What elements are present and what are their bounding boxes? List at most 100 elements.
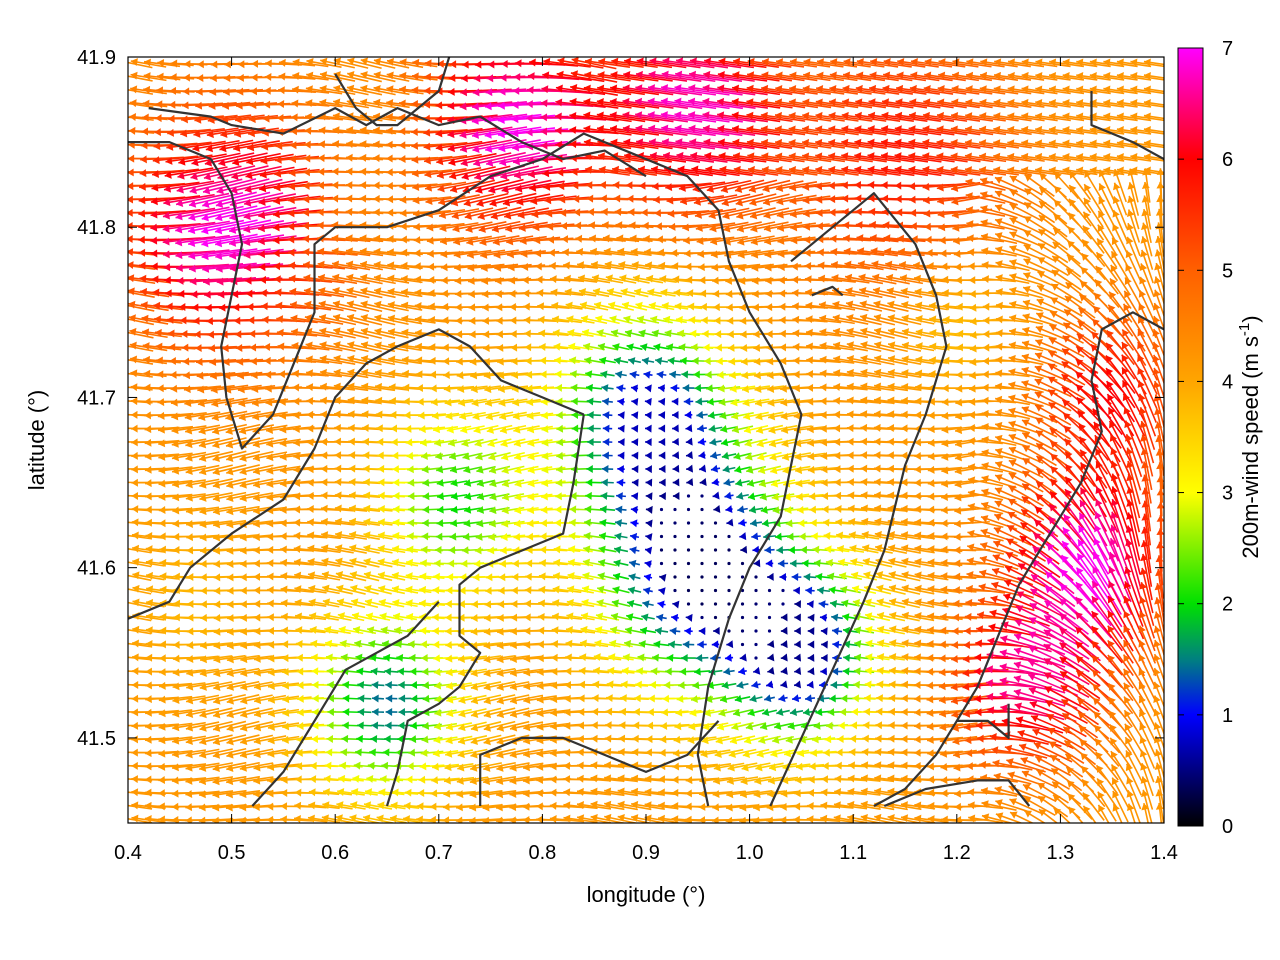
wind-vector-676 xyxy=(922,165,968,176)
wind-vector-94 xyxy=(347,71,382,83)
wind-vector-43 xyxy=(689,57,742,69)
wind-vector-307 xyxy=(1143,99,1164,107)
wind-vector-362 xyxy=(841,111,887,122)
wind-vector-665 xyxy=(775,166,818,176)
wind-vector-599 xyxy=(922,152,968,163)
wind-vector-286 xyxy=(855,98,900,109)
wind-vector-392 xyxy=(206,127,253,139)
wind-vector-701 xyxy=(216,178,270,195)
wind-vector-411 xyxy=(459,126,513,139)
wind-vector-135 xyxy=(896,71,940,82)
wind-vector-368 xyxy=(922,111,968,122)
wind-vector-410 xyxy=(447,127,498,139)
wind-vector-506 xyxy=(703,138,755,150)
wind-vector-211 xyxy=(882,84,927,95)
wind-vector-583 xyxy=(704,151,754,163)
wind-vector-875 xyxy=(490,206,536,220)
wind-vector-1083 xyxy=(175,249,230,260)
wind-vector-443 xyxy=(894,125,942,136)
wind-vector-471 xyxy=(233,140,280,152)
wind-vector-675 xyxy=(908,165,955,177)
wind-vector-344 xyxy=(596,111,646,123)
wind-vector-895 xyxy=(763,207,803,220)
wind-vector-54 xyxy=(843,58,885,68)
wind-vector-2736 xyxy=(686,534,691,539)
wind-vector-585 xyxy=(732,152,780,163)
wind-vector-660 xyxy=(705,165,753,177)
wind-vector-989 xyxy=(994,218,1031,234)
wind-vector-268 xyxy=(609,97,660,109)
wind-vector-364 xyxy=(868,111,914,123)
wind-vector-15 xyxy=(320,57,355,69)
wind-vector-1008 xyxy=(201,233,258,248)
wind-vector-445 xyxy=(922,125,968,136)
wind-vector-3199 xyxy=(700,615,704,620)
wind-vector-2658 xyxy=(673,521,677,525)
wind-vector-840 xyxy=(1068,184,1092,214)
wind-vector-196 xyxy=(674,84,730,96)
wind-vector-655 xyxy=(637,165,686,177)
wind-vector-766 xyxy=(1113,168,1127,203)
wind-vector-59 xyxy=(910,58,953,68)
wind-vector-907 xyxy=(923,209,967,218)
wind-vector-131 xyxy=(842,71,886,82)
wind-vector-511 xyxy=(774,138,819,149)
wind-vector-3357 xyxy=(754,642,758,647)
wind-vector-721 xyxy=(488,178,538,194)
wind-vector-618 xyxy=(139,169,185,178)
wind-vector-447 xyxy=(950,125,994,136)
wind-vector-2739 xyxy=(727,534,731,539)
wind-vector-668 xyxy=(815,165,859,176)
wind-vector-918 xyxy=(1083,197,1104,228)
wind-vector-812 xyxy=(679,195,725,206)
wind-vector-778 xyxy=(215,191,271,208)
wind-vector-509 xyxy=(746,138,793,149)
wind-vector-284 xyxy=(828,98,873,109)
wind-vector-366 xyxy=(895,111,941,122)
wind-vector-780 xyxy=(243,193,297,207)
wind-vector-921 xyxy=(1127,195,1140,230)
wind-vector-355 xyxy=(746,111,793,123)
wind-vector-427 xyxy=(674,124,730,137)
wind-vector-115 xyxy=(623,70,673,82)
wind-vector-811 xyxy=(666,196,711,205)
wind-vector-928 xyxy=(162,221,216,233)
wind-vector-2816 xyxy=(727,548,731,552)
wind-vector-678 xyxy=(950,165,994,176)
wind-vector-126 xyxy=(775,71,818,82)
wind-vector-579 xyxy=(649,151,701,163)
wind-vector-659 xyxy=(691,165,740,177)
wind-vector-673 xyxy=(880,165,929,177)
wind-vector-566 xyxy=(473,151,526,167)
wind-vector-800 xyxy=(516,194,564,206)
wind-vector-1131 xyxy=(830,247,871,256)
wind-vector-2734 xyxy=(659,534,664,539)
wind-vector-627 xyxy=(259,167,308,179)
wind-vector-36 xyxy=(598,57,644,68)
wind-vector-651 xyxy=(585,165,630,176)
wind-vector-2811 xyxy=(659,548,664,552)
wind-vector-523 xyxy=(936,138,981,149)
wind-vector-1132 xyxy=(843,247,885,257)
wind-vector-718 xyxy=(449,179,496,194)
wind-vector-698 xyxy=(176,179,229,194)
wind-vector-2889 xyxy=(673,561,677,566)
wind-vector-122 xyxy=(717,70,768,82)
wind-vector-842 xyxy=(1098,183,1116,215)
wind-vector-1067 xyxy=(1009,231,1043,248)
wind-vector-52 xyxy=(816,58,858,68)
wind-vector-878 xyxy=(531,209,576,219)
x-tick-label-5: 0.9 xyxy=(632,842,660,864)
wind-vector-538 xyxy=(1143,139,1164,148)
wind-vector-587 xyxy=(761,152,805,163)
wind-vector-425 xyxy=(648,124,702,137)
wind-vector-123 xyxy=(732,71,780,82)
wind-vector-667 xyxy=(802,165,845,176)
wind-vector-345 xyxy=(609,111,660,123)
wind-vector-952 xyxy=(491,221,535,233)
wind-vector-741 xyxy=(762,180,804,193)
wind-vector-3043 xyxy=(673,588,677,593)
x-axis-label: longitude (°) xyxy=(587,882,706,907)
wind-vector-518 xyxy=(867,138,915,150)
wind-vector-653 xyxy=(611,165,658,176)
